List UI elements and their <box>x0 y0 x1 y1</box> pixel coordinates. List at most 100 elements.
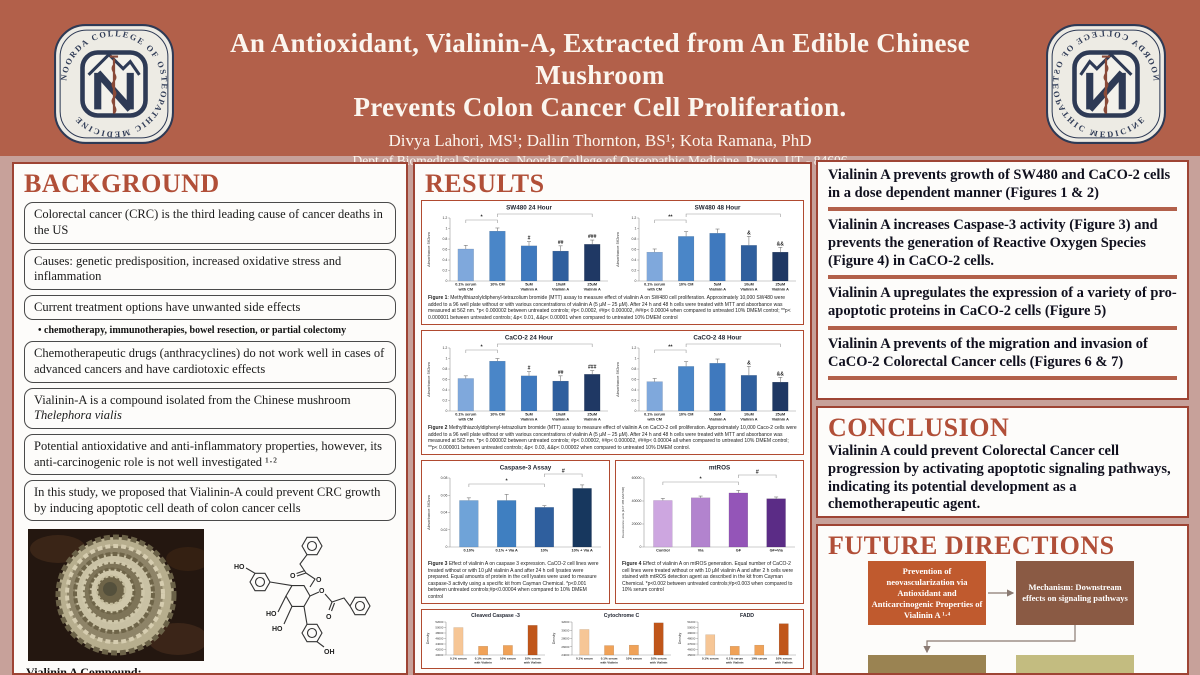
svg-text:Vialinin A: Vialinin A <box>520 288 537 292</box>
title-line-1: An Antioxidant, Vialinin-A, Extracted fr… <box>230 28 970 90</box>
structure-label-ho-3: HO <box>272 626 283 633</box>
svg-text:1: 1 <box>634 227 636 231</box>
authors: Divya Lahori, MS¹; Dallin Thornton, BS¹;… <box>388 130 812 150</box>
svg-text:Vialinin A: Vialinin A <box>552 418 569 422</box>
svg-text:10%: 10% <box>541 549 549 553</box>
svg-text:10% serum: 10% serum <box>626 657 642 661</box>
svg-text:&&: && <box>777 372 785 378</box>
svg-text:10% serum: 10% serum <box>500 657 516 661</box>
svg-text:with Vialinin: with Vialinin <box>599 661 618 665</box>
chart-sw480-24h: SW480 24 Hour 0 0.2 0.4 0.6 0.8 1 1.2 Absorbance… <box>424 202 613 294</box>
finding-2: Vialinin A increases Caspase-3 activity … <box>828 217 1158 269</box>
svg-text:&: & <box>747 231 751 237</box>
svg-text:5uM: 5uM <box>525 283 533 287</box>
logo-mountain-icon <box>1079 52 1133 76</box>
svg-text:10% CM: 10% CM <box>490 413 505 417</box>
chart-mtros: mtROS 0 20000 40000 60000 Fluorescence units … <box>618 462 800 560</box>
future-box-prevention: Prevention of neovascularization via Ant… <box>868 561 986 626</box>
finding-separator <box>828 275 1177 280</box>
figure-2-block: CaCO-2 24 Hour 0 0.2 0.4 0.6 0.8 1 1.2 Absorbanc… <box>421 330 804 456</box>
svg-text:50000: 50000 <box>687 626 695 630</box>
results-panel: RESULTS SW480 24 Hour 0 0.2 0.4 0.6 0.8 1 1.2 Ab… <box>413 162 812 675</box>
svg-text:1.2: 1.2 <box>632 346 637 350</box>
compound-label: Vialinin A Compound: <box>26 665 142 675</box>
svg-text:25uM: 25uM <box>587 283 597 287</box>
svg-text:Absorbance 562nm: Absorbance 562nm <box>615 362 620 397</box>
svg-text:Density: Density <box>552 633 556 645</box>
svg-text:Vialinin A: Vialinin A <box>740 288 757 292</box>
svg-text:30000: 30000 <box>561 629 569 633</box>
svg-text:Cytochrome C: Cytochrome C <box>604 613 640 619</box>
svg-text:0.1% serum: 0.1% serum <box>601 657 618 661</box>
svg-text:###: ### <box>588 365 597 371</box>
svg-text:0.1% serum: 0.1% serum <box>702 657 719 661</box>
svg-text:0: 0 <box>445 279 447 283</box>
background-point-6: Potential antioxidative and anti-inflamm… <box>24 433 396 476</box>
svg-text:0.1% serum: 0.1% serum <box>576 657 593 661</box>
svg-text:with CM: with CM <box>458 418 474 422</box>
svg-text:with CM: with CM <box>458 288 474 292</box>
results-heading: RESULTS <box>425 169 545 198</box>
structure-label-ho-2: HO <box>266 611 277 618</box>
svg-text:5uM: 5uM <box>525 413 533 417</box>
background-point-1: Colorectal cancer (CRC) is the third lea… <box>24 202 396 244</box>
svg-text:50000: 50000 <box>435 626 443 630</box>
structure-label-o-4: O <box>326 614 332 621</box>
svg-text:Absorbance 562nm: Absorbance 562nm <box>615 232 620 267</box>
structure-label-o-2: O <box>316 577 322 584</box>
figure-4-block: mtROS 0 20000 40000 60000 Fluorescence units … <box>615 460 804 605</box>
future-directions-flowchart: Prevention of neovascularization via Ant… <box>818 561 1187 673</box>
svg-text:0.06: 0.06 <box>441 494 448 498</box>
svg-text:10% serum: 10% serum <box>776 657 792 661</box>
svg-text:SW480 24 Hour: SW480 24 Hour <box>506 205 552 212</box>
treatment-options-bullet: • chemotherapy, immunotherapies, bowel r… <box>38 325 347 337</box>
svg-text:0.02: 0.02 <box>441 528 448 532</box>
svg-text:47000: 47000 <box>687 642 695 646</box>
svg-text:with Vialinin: with Vialinin <box>774 661 793 665</box>
svg-text:48000: 48000 <box>435 631 443 635</box>
svg-text:0.4: 0.4 <box>632 388 637 392</box>
svg-text:60000: 60000 <box>632 476 642 480</box>
svg-text:Vialinin A: Vialinin A <box>552 288 569 292</box>
svg-text:0.6: 0.6 <box>443 248 448 252</box>
svg-text:Absorbance 562nm: Absorbance 562nm <box>426 495 431 530</box>
svg-text:20000: 20000 <box>632 522 642 526</box>
svg-text:&&: && <box>777 242 785 248</box>
svg-text:46000: 46000 <box>687 648 695 652</box>
background-heading: BACKGROUND <box>24 169 220 198</box>
svg-text:10% CM: 10% CM <box>490 283 505 287</box>
svg-text:28000: 28000 <box>561 637 569 641</box>
figure-4-caption: Figure 4 Effect of vialinin A on mtROS g… <box>622 561 794 594</box>
svg-text:*: * <box>506 479 509 485</box>
svg-text:42000: 42000 <box>435 648 443 652</box>
svg-text:0.1% + Via A: 0.1% + Via A <box>495 549 518 553</box>
svg-text:1.2: 1.2 <box>443 216 448 220</box>
structure-label-o-3: O <box>319 588 325 595</box>
arrow-elbow-icon <box>923 625 1076 654</box>
svg-text:Vialinin A: Vialinin A <box>772 288 789 292</box>
svg-text:0.08: 0.08 <box>441 476 448 480</box>
svg-text:#: # <box>562 469 565 475</box>
svg-text:0.1% serum: 0.1% serum <box>726 657 743 661</box>
svg-text:GF+Via: GF+Via <box>770 549 784 553</box>
svg-text:0.2: 0.2 <box>443 399 448 403</box>
background-point-2: Causes: genetic predisposition, increase… <box>24 248 396 290</box>
svg-text:0.10%: 0.10% <box>463 549 474 553</box>
figure-3-caption: Figure 3 Effect of vialinin A on caspase… <box>428 561 599 600</box>
svg-text:Vialinin A: Vialinin A <box>584 288 601 292</box>
svg-text:10uM: 10uM <box>744 413 754 417</box>
svg-text:0.4: 0.4 <box>443 258 448 262</box>
structure-label-ho-1: HO <box>234 564 245 571</box>
svg-text:CaCO-2 48 Hour: CaCO-2 48 Hour <box>693 335 742 342</box>
svg-text:0.1% serum: 0.1% serum <box>455 413 477 417</box>
background-point-7: In this study, we proposed that Vialinin… <box>24 480 396 522</box>
svg-text:0.4: 0.4 <box>443 388 448 392</box>
svg-text:with Vialinin: with Vialinin <box>523 661 542 665</box>
svg-text:Density: Density <box>678 633 682 645</box>
svg-text:10% CM: 10% CM <box>679 283 694 287</box>
svg-text:52000: 52000 <box>435 620 443 624</box>
svg-text:##: ## <box>558 370 564 376</box>
svg-text:0.1% serum: 0.1% serum <box>644 283 666 287</box>
svg-text:Vialinin A: Vialinin A <box>709 288 726 292</box>
svg-text:SW480 48 Hour: SW480 48 Hour <box>695 205 741 212</box>
